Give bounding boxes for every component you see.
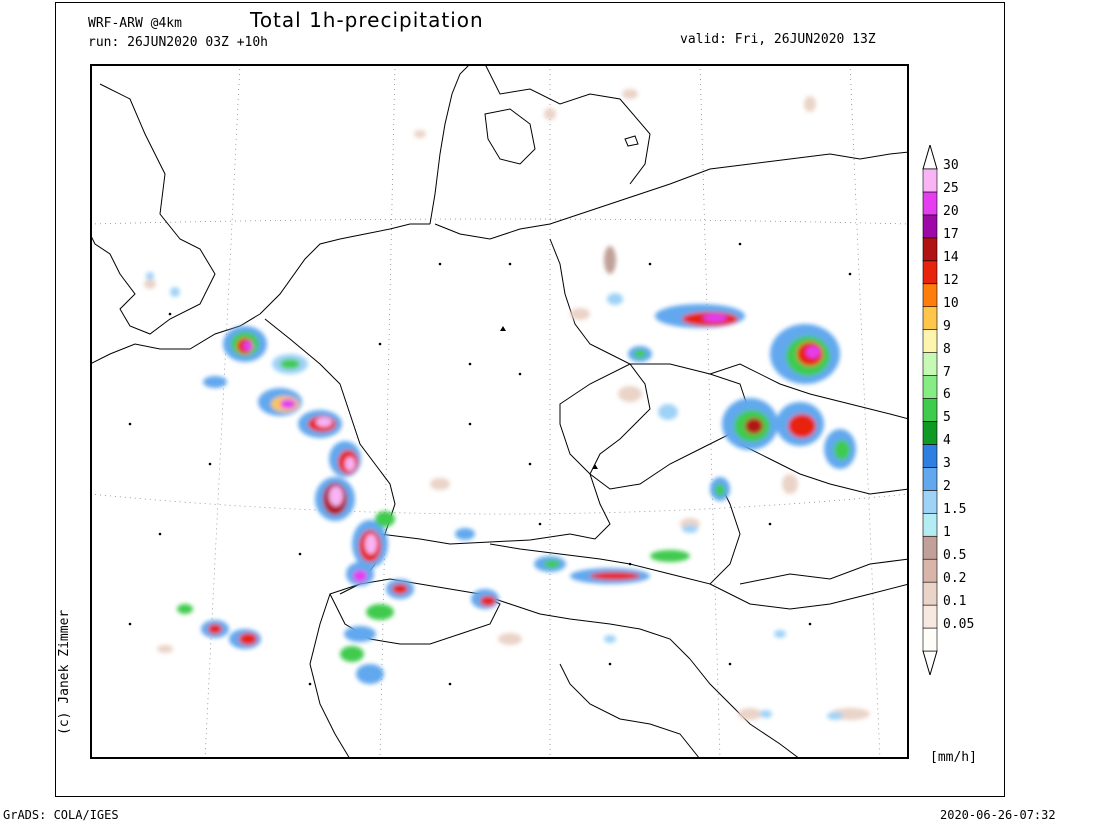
precip-band-alps — [340, 528, 690, 684]
colorbar-tick-label: 0.05 — [943, 617, 975, 632]
colorbar-swatch — [922, 237, 938, 262]
adriatic-coast — [559, 663, 701, 759]
france-east-border — [309, 593, 351, 759]
plot-frame — [55, 2, 1005, 797]
colorbar-swatch — [922, 375, 938, 399]
danube — [739, 558, 909, 585]
colorbar-swatch — [922, 260, 938, 285]
colorbar-tick-label: 30 — [943, 157, 959, 173]
bornholm — [624, 135, 639, 147]
run-label: run: 26JUN2020 03Z +10h — [88, 35, 269, 50]
colorbar-swatch — [922, 535, 938, 560]
colorbar-tick-label: 17 — [943, 226, 959, 242]
colorbar-swatch — [922, 421, 938, 445]
colorbar-swatch — [922, 352, 938, 376]
colorbar-swatch — [922, 283, 938, 308]
generation-timestamp: 2020-06-26-07:32 — [940, 808, 1056, 822]
colorbar-tick-label: 25 — [943, 180, 959, 196]
precip-cluster-southwest — [177, 604, 261, 649]
colorbar-tick-label: 5 — [943, 410, 951, 426]
valid-time-label: valid: Fri, 26JUN2020 13Z — [680, 32, 876, 47]
colorbar — [922, 145, 938, 675]
colorbar-tick-label: 1.5 — [943, 502, 967, 518]
denmark-coast — [429, 64, 471, 225]
colorbar-tick-label: 20 — [943, 203, 959, 219]
colorbar-tick-label: 2 — [943, 479, 951, 495]
colorbar-tick-label: 1 — [943, 525, 951, 541]
colorbar-swatch — [922, 467, 938, 491]
graticule — [90, 64, 909, 759]
colorbar-swatch — [922, 581, 938, 606]
italy-north-border — [479, 593, 691, 660]
poland-slovakia-border — [709, 363, 909, 420]
colorbar-tick-label: 3 — [943, 456, 951, 472]
model-label: WRF-ARW @4km — [88, 16, 182, 31]
colorbar-swatch — [922, 627, 938, 652]
colorbar-bottom-arrow — [922, 650, 938, 675]
colorbar-tick-label: 9 — [943, 318, 951, 334]
colorbar-tick-label: 6 — [943, 387, 951, 403]
page-title: Total 1h-precipitation — [250, 8, 484, 32]
software-credit: GrADS: COLA/IGES — [3, 808, 119, 822]
baltic-coast — [434, 151, 909, 240]
colorbar-tick-label: 14 — [943, 249, 959, 265]
colorbar-tick-label: 10 — [943, 295, 959, 311]
colorbar-swatch — [922, 191, 938, 216]
colorbar-tick-label: 4 — [943, 433, 951, 449]
units-label: [mm/h] — [930, 750, 977, 765]
germany-south-border — [379, 533, 571, 545]
coastlines-and-borders — [90, 64, 909, 759]
colorbar-swatch — [922, 558, 938, 583]
colorbar-swatch — [922, 444, 938, 468]
city-markers — [128, 242, 852, 686]
colorbar-tick-label: 0.2 — [943, 571, 967, 587]
colorbar-swatch — [922, 214, 938, 239]
colorbar-top-arrow — [922, 145, 938, 170]
denmark-islands — [484, 108, 536, 165]
benelux-north-coast — [259, 223, 430, 315]
czech-border — [559, 363, 751, 490]
colorbar-swatch — [922, 604, 938, 629]
sweden-coast — [484, 64, 651, 185]
colorbar-swatch — [922, 168, 938, 193]
precip-cluster-east — [604, 246, 856, 501]
credit-label: (c) Janek Zimmer — [57, 609, 72, 735]
france-coast — [90, 313, 261, 365]
precip-band-west — [203, 326, 395, 586]
colorbar-tick-label: 0.5 — [943, 548, 967, 564]
colorbar-tick-label: 0.1 — [943, 594, 967, 610]
colorbar-tick-label: 8 — [943, 341, 951, 357]
austria-border — [489, 483, 741, 585]
colorbar-tick-label: 12 — [943, 272, 959, 288]
colorbar-swatch — [922, 512, 938, 537]
colorbar-tick-label: 7 — [943, 364, 951, 380]
great-britain-coast — [90, 83, 216, 335]
precip-scattered-moderate — [146, 272, 843, 720]
colorbar-swatch — [922, 306, 938, 330]
slovakia-hungary-border — [739, 443, 909, 495]
hungary-south-border — [709, 583, 909, 610]
map-border — [90, 64, 909, 759]
precipitation-map — [90, 64, 909, 759]
precipitation-field — [144, 89, 870, 720]
colorbar-swatch — [922, 490, 938, 514]
colorbar-swatch — [922, 398, 938, 422]
colorbar-swatch — [922, 329, 938, 353]
